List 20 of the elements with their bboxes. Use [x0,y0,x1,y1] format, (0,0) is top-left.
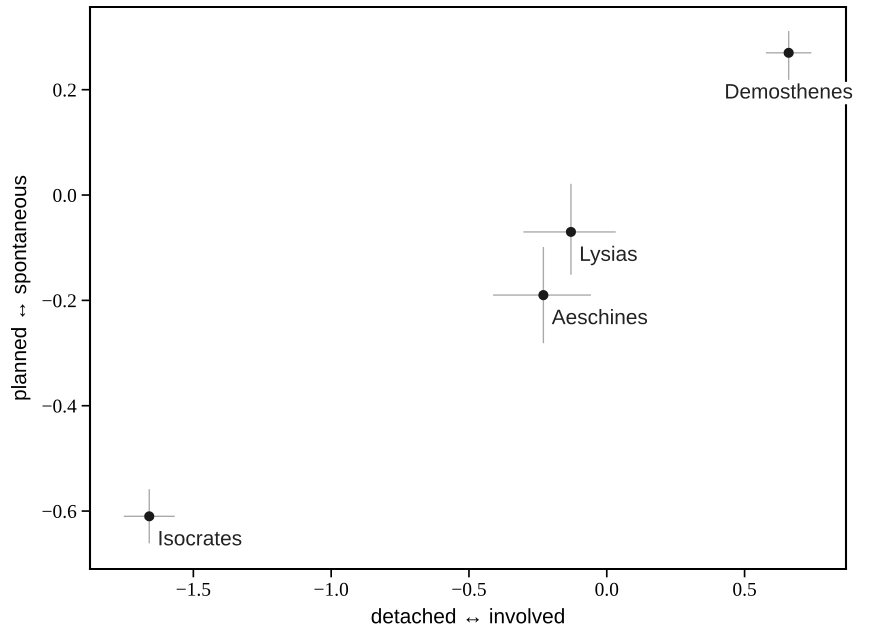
point [144,511,154,522]
annotation: Lysias [580,246,637,266]
annotation: Isocrates [160,530,242,546]
y-tick-label: 0.0 [53,188,76,202]
x-tick-label: 0.5 [733,582,756,596]
x-axis-title: detached ↔ involved [372,608,564,624]
point [566,226,576,237]
x-tick-label: −1.5 [176,582,210,596]
annotation: Aeschines [552,309,648,324]
point [538,290,548,300]
x-tick-label: 0.0 [595,582,618,596]
y-axis-title: planned ↔ spontaneous [11,176,30,400]
point [784,48,794,58]
x-tick-label: −0.5 [452,582,486,596]
y-tick-label: 0.2 [53,84,76,97]
y-tick-label: −0.6 [42,504,76,518]
y-tick-label: −0.2 [42,294,76,308]
x-tick-label: −1.0 [314,582,348,596]
annotation: Demosthenes [726,83,852,99]
y-tick-label: −0.4 [42,400,77,413]
